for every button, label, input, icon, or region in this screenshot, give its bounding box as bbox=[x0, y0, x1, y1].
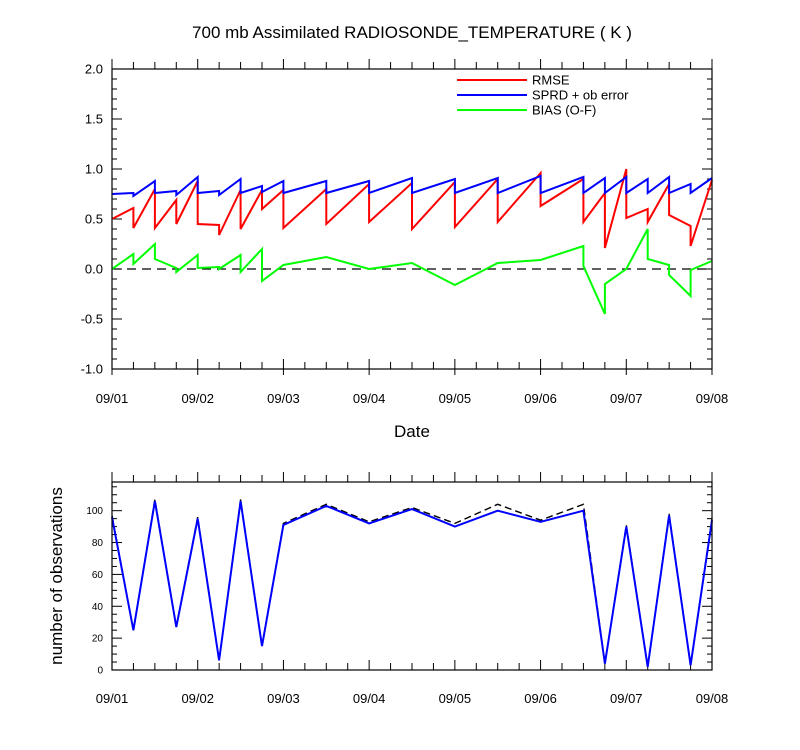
obs-used-line bbox=[111, 500, 713, 667]
bottom-series-group bbox=[111, 499, 713, 667]
top-ticks-group: -1.0 -0.5 0.0 0.5 1.0 1.5 2.0 09/01 09/02 09/03 09… bbox=[81, 59, 729, 406]
x-tick-label: 09/03 bbox=[267, 691, 300, 706]
x-tick-label: 09/03 bbox=[267, 391, 300, 406]
x-tick-label: 09/08 bbox=[696, 691, 729, 706]
x-tick-label: 09/06 bbox=[524, 391, 557, 406]
y-tick-label: 1.0 bbox=[85, 162, 103, 177]
y-tick-label: 0.0 bbox=[85, 262, 103, 277]
bottom-chart: 0 20 40 60 80 100 09/01 09/02 09/03 09/04 09/05 09/… bbox=[47, 472, 728, 706]
y-axis-title: number of observations bbox=[47, 487, 66, 665]
top-plot-frame bbox=[111, 68, 713, 370]
legend-label: RMSE bbox=[532, 73, 570, 88]
bottom-ticks-group: 0 20 40 60 80 100 09/01 09/02 09/03 09/04 09/05 09/… bbox=[86, 472, 728, 706]
x-tick-label: 09/08 bbox=[696, 391, 729, 406]
y-tick-label: 0 bbox=[97, 666, 103, 677]
y-tick-label: -1.0 bbox=[81, 362, 103, 377]
x-tick-label: 09/02 bbox=[181, 691, 214, 706]
x-tick-label: 09/05 bbox=[439, 391, 472, 406]
x-axis-title: Date bbox=[394, 422, 430, 441]
y-tick-label: -0.5 bbox=[81, 312, 103, 327]
x-tick-label: 09/05 bbox=[439, 691, 472, 706]
legend-label: SPRD + ob error bbox=[532, 88, 629, 103]
y-tick-label: 100 bbox=[86, 506, 103, 517]
y-tick-label: 40 bbox=[92, 602, 104, 613]
top-series-group bbox=[111, 168, 713, 315]
x-tick-label: 09/01 bbox=[96, 391, 129, 406]
x-tick-label: 09/02 bbox=[181, 391, 214, 406]
legend-label: BIAS (O-F) bbox=[532, 103, 596, 118]
x-tick-label: 09/04 bbox=[353, 691, 386, 706]
x-tick-label: 09/07 bbox=[610, 391, 643, 406]
series-line-bias-o-f bbox=[111, 228, 713, 315]
series-line-rmse bbox=[111, 168, 713, 249]
series-line-sprd-ob-error bbox=[111, 174, 713, 198]
y-tick-label: 60 bbox=[92, 570, 104, 581]
obs-total-dashed-line bbox=[111, 499, 713, 667]
y-tick-label: 0.5 bbox=[85, 212, 103, 227]
y-tick-label: 2.0 bbox=[85, 62, 103, 77]
top-chart: 700 mb Assimilated RADIOSONDE_TEMPERATUR… bbox=[81, 23, 729, 441]
y-tick-label: 80 bbox=[92, 538, 104, 549]
bottom-plot-frame bbox=[111, 481, 713, 671]
x-tick-label: 09/04 bbox=[353, 391, 386, 406]
y-tick-label: 20 bbox=[92, 634, 104, 645]
x-tick-label: 09/01 bbox=[96, 691, 129, 706]
y-tick-label: 1.5 bbox=[85, 112, 103, 127]
x-tick-label: 09/06 bbox=[524, 691, 557, 706]
x-tick-label: 09/07 bbox=[610, 691, 643, 706]
chart-title: 700 mb Assimilated RADIOSONDE_TEMPERATUR… bbox=[192, 23, 632, 42]
